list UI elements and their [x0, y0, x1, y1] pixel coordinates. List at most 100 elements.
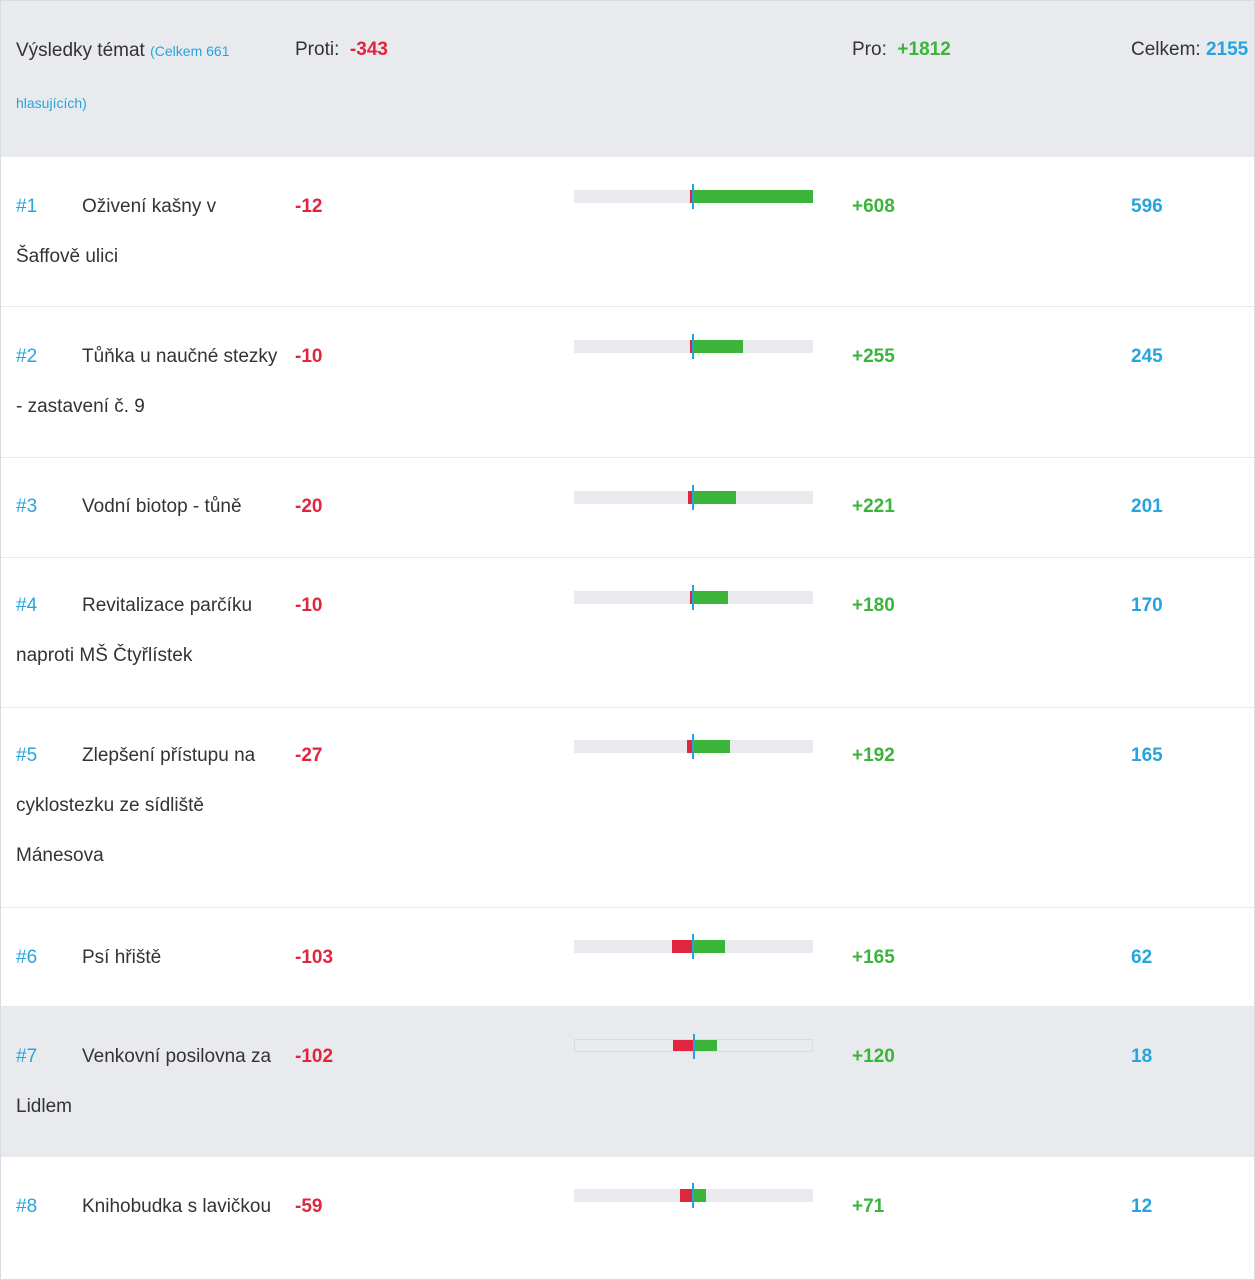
page-title: Výsledky témat	[16, 40, 145, 61]
header-against: Proti: -343	[295, 25, 388, 75]
vote-bar	[574, 734, 813, 759]
vote-bar-zero-marker	[692, 184, 694, 209]
topic-total: 165	[1131, 745, 1163, 766]
vote-bar-against	[690, 340, 692, 353]
topic-rank: #1	[16, 196, 38, 217]
vote-bar-against	[672, 940, 692, 953]
against-label: Proti:	[295, 39, 340, 60]
vote-bar-for	[692, 340, 743, 353]
topic-name[interactable]: Oživení kašny v Šaffově ulici	[16, 196, 217, 267]
vote-bar-zero-marker	[692, 485, 694, 510]
topic-cell: #5 Zlepšení přístupu na cyklostezku ze sí…	[16, 731, 278, 881]
table-row: #4 Revitalizace parčíku naproti MŠ Čtyřlí…	[1, 558, 1254, 708]
vote-bar	[574, 1183, 813, 1208]
topic-rank: #5	[16, 745, 38, 766]
vote-bar-zero-marker	[693, 1034, 695, 1059]
topic-total: 62	[1131, 947, 1153, 968]
topic-against: -12	[295, 196, 323, 217]
topic-rank: #2	[16, 346, 38, 367]
topic-rank: #7	[16, 1046, 38, 1067]
header-total: Celkem: 2155	[1131, 25, 1248, 75]
topic-total: 245	[1131, 346, 1163, 367]
vote-bar-against	[690, 190, 692, 203]
header-title-cell: Výsledky témat (Celkem 661 hlasujících)	[16, 25, 286, 129]
vote-bar-against	[687, 740, 692, 753]
vote-bar	[574, 184, 813, 209]
vote-bar	[574, 934, 813, 959]
topic-cell: #6 Psí hřiště	[16, 933, 278, 983]
for-total: +1812	[897, 39, 951, 60]
vote-bar-zero-marker	[692, 334, 694, 359]
voters-count: (Celkem 661 hlasujících)	[16, 43, 230, 111]
topic-against: -59	[295, 1196, 323, 1217]
topic-cell: #1 Oživení kašny v Šaffově ulici	[16, 182, 278, 282]
topic-name[interactable]: Zlepšení přístupu na cyklostezku ze sídl…	[16, 745, 256, 866]
topic-for: +180	[852, 595, 895, 616]
vote-bar-for	[692, 940, 725, 953]
vote-bar-against	[673, 1040, 693, 1051]
topic-total: 596	[1131, 196, 1163, 217]
topic-for: +255	[852, 346, 895, 367]
table-row: #1 Oživení kašny v Šaffově ulici -12 +608…	[1, 157, 1254, 307]
for-label: Pro:	[852, 39, 887, 60]
topic-name[interactable]: Tůňka u naučné stezky - zastavení č. 9	[16, 346, 278, 417]
vote-bar	[574, 485, 813, 510]
vote-bar-against	[690, 591, 692, 604]
total-value: 2155	[1205, 39, 1249, 60]
vote-bar	[574, 334, 813, 359]
topic-for: +221	[852, 496, 895, 517]
vote-bar-for	[692, 190, 813, 203]
table-row: #6 Psí hřiště -103 +165 62	[1, 908, 1254, 1007]
topic-name[interactable]: Revitalizace parčíku naproti MŠ Čtyřlíst…	[16, 595, 253, 666]
topic-rank: #4	[16, 595, 38, 616]
topic-total: 18	[1131, 1046, 1153, 1067]
table-row: #2 Tůňka u naučné stezky - zastavení č. 9…	[1, 307, 1254, 458]
vote-bar-against	[680, 1189, 692, 1202]
header-for: Pro: +1812	[852, 25, 951, 75]
table-row: #5 Zlepšení přístupu na cyklostezku ze sí…	[1, 708, 1254, 908]
vote-bar-zero-marker	[692, 934, 694, 959]
topic-rank: #8	[16, 1196, 38, 1217]
table-header: Výsledky témat (Celkem 661 hlasujících) …	[1, 1, 1254, 157]
table-row: #8 Knihobudka s lavičkou -59 +71 12	[1, 1157, 1254, 1279]
topic-cell: #8 Knihobudka s lavičkou	[16, 1182, 278, 1232]
vote-bar	[574, 1034, 813, 1059]
topic-name[interactable]: Knihobudka s lavičkou	[82, 1196, 272, 1217]
topic-against: -10	[295, 346, 323, 367]
topic-against: -102	[295, 1046, 334, 1067]
total-label: Celkem:	[1131, 39, 1201, 60]
table-row: #3 Vodní biotop - tůně -20 +221 201	[1, 458, 1254, 558]
topic-total: 170	[1131, 595, 1163, 616]
vote-bar-for	[693, 1040, 717, 1051]
topic-against: -27	[295, 745, 323, 766]
vote-bar-for	[692, 491, 736, 504]
topic-cell: #2 Tůňka u naučné stezky - zastavení č. 9	[16, 332, 278, 432]
topic-cell: #3 Vodní biotop - tůně	[16, 482, 278, 532]
topic-against: -20	[295, 496, 323, 517]
topic-name[interactable]: Vodní biotop - tůně	[82, 496, 242, 517]
topic-name[interactable]: Psí hřiště	[82, 947, 162, 968]
topic-total: 12	[1131, 1196, 1153, 1217]
topic-rank: #6	[16, 947, 38, 968]
vote-bar-zero-marker	[692, 585, 694, 610]
vote-bar-zero-marker	[692, 1183, 694, 1208]
topic-total: 201	[1131, 496, 1163, 517]
topic-for: +608	[852, 196, 895, 217]
topic-cell: #4 Revitalizace parčíku naproti MŠ Čtyřlí…	[16, 581, 278, 681]
vote-bar-against	[688, 491, 692, 504]
topic-against: -103	[295, 947, 334, 968]
vote-bar-for	[692, 1189, 706, 1202]
topic-for: +165	[852, 947, 895, 968]
vote-bar-zero-marker	[692, 734, 694, 759]
topic-for: +71	[852, 1196, 885, 1217]
table-row: #7 Venkovní posilovna za Lidlem -102 +120…	[1, 1007, 1254, 1157]
topic-against: -10	[295, 595, 323, 616]
topic-name[interactable]: Venkovní posilovna za Lidlem	[16, 1046, 272, 1117]
vote-bar-for	[692, 740, 730, 753]
vote-bar	[574, 585, 813, 610]
topic-for: +120	[852, 1046, 895, 1067]
topic-for: +192	[852, 745, 895, 766]
vote-bar-for	[692, 591, 728, 604]
topic-cell: #7 Venkovní posilovna za Lidlem	[16, 1032, 278, 1132]
